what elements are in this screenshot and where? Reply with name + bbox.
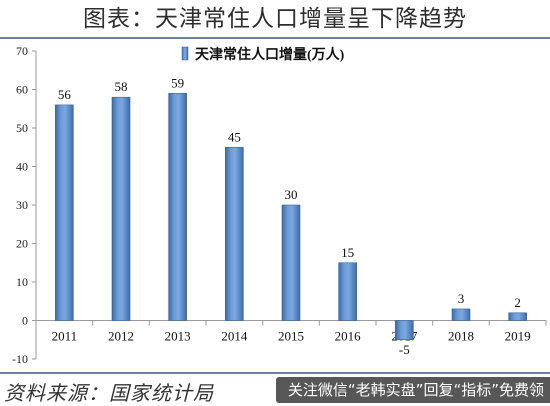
bar-2014 bbox=[225, 146, 244, 321]
bar-2016 bbox=[338, 262, 357, 321]
y-tick-label: 20 bbox=[16, 237, 28, 251]
footer: 资料来源：国家统计局 关注微信“老韩实盘”回复“指标”免费领 bbox=[0, 372, 550, 405]
data-label-2012: 58 bbox=[115, 79, 128, 94]
wechat-overlay: 关注微信“老韩实盘”回复“指标”免费领 bbox=[275, 377, 550, 403]
data-label-2015: 30 bbox=[285, 187, 298, 202]
bar-2013 bbox=[168, 93, 187, 321]
x-tick-label: 2014 bbox=[221, 329, 248, 344]
y-tick-label: 0 bbox=[22, 314, 28, 328]
bar-chart: -10 0 10 20 30 40 50 60 70 2011 2012 2013 2014 2015 20… bbox=[12, 44, 547, 366]
bar-2018 bbox=[451, 308, 471, 321]
data-label-2018: 3 bbox=[458, 291, 465, 306]
bar-2015 bbox=[281, 204, 301, 321]
data-label-2014: 45 bbox=[228, 129, 241, 144]
bar-2012 bbox=[111, 96, 131, 321]
x-tick-label: 2019 bbox=[505, 329, 531, 344]
data-label-2011: 56 bbox=[58, 87, 72, 102]
y-tick-label: 50 bbox=[16, 121, 28, 135]
source-note: 资料来源：国家统计局 bbox=[4, 381, 214, 405]
data-labels: 56 58 59 45 30 15 -5 3 2 bbox=[58, 75, 521, 356]
data-label-2019: 2 bbox=[514, 295, 521, 310]
x-tick-label: 2015 bbox=[278, 329, 304, 344]
x-tick-label: 2013 bbox=[165, 329, 191, 344]
data-label-2017: -5 bbox=[399, 342, 410, 357]
y-tick-label: 40 bbox=[16, 160, 28, 174]
bar-2019 bbox=[508, 312, 527, 321]
title-divider bbox=[0, 37, 550, 39]
data-label-2013: 59 bbox=[171, 75, 184, 90]
bars bbox=[55, 93, 527, 341]
y-tick-label: 30 bbox=[16, 198, 28, 212]
x-tick-label: 2011 bbox=[52, 329, 78, 344]
chart-container: -10 0 10 20 30 40 50 60 70 2011 2012 2013 2014 2015 20… bbox=[0, 39, 550, 372]
legend-swatch bbox=[181, 46, 189, 61]
bar-2011 bbox=[55, 104, 74, 321]
x-tick-label: 2016 bbox=[335, 329, 362, 344]
y-tick-label: -10 bbox=[12, 352, 28, 366]
bar-2017 bbox=[395, 320, 414, 341]
y-tick-label: 60 bbox=[16, 83, 28, 97]
x-tick-label: 2012 bbox=[108, 329, 134, 344]
y-tick-label: 10 bbox=[16, 275, 28, 289]
x-tick-label: 2018 bbox=[448, 329, 474, 344]
legend-label: 天津常住人口增量(万人) bbox=[195, 46, 345, 63]
data-label-2016: 15 bbox=[341, 245, 354, 260]
page-title: 图表：天津常住人口增量呈下降趋势 bbox=[83, 6, 467, 32]
y-tick-label: 70 bbox=[16, 44, 28, 58]
legend: 天津常住人口增量(万人) bbox=[181, 46, 345, 63]
